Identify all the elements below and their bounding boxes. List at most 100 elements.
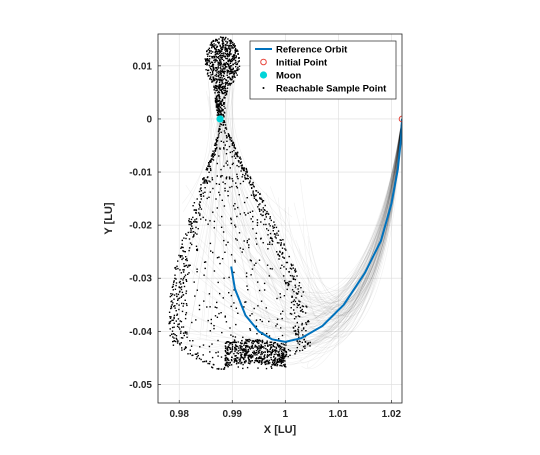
sample-point <box>215 58 217 60</box>
sample-point <box>234 70 237 72</box>
sample-point <box>272 225 274 227</box>
sample-point <box>270 347 272 349</box>
sample-point <box>228 145 231 148</box>
sample-point <box>213 45 215 47</box>
sample-point <box>295 316 297 318</box>
sample-point <box>264 218 266 221</box>
sample-point <box>210 155 213 157</box>
sample-point <box>227 349 229 352</box>
sample-point <box>215 81 218 83</box>
sample-point <box>266 210 268 213</box>
sample-point <box>216 69 219 71</box>
sample-point <box>200 187 202 189</box>
sample-point <box>225 244 227 246</box>
sample-point <box>226 70 229 73</box>
sample-point <box>213 78 215 80</box>
sample-point <box>281 350 283 352</box>
sample-point <box>248 359 250 361</box>
sample-point <box>183 269 185 271</box>
sample-point <box>282 354 284 357</box>
sample-point <box>282 353 284 355</box>
sample-point <box>257 348 259 351</box>
sample-point <box>250 347 253 349</box>
sample-point <box>220 70 222 72</box>
sample-point <box>255 358 257 360</box>
sample-point <box>280 352 283 355</box>
sample-point <box>233 289 235 291</box>
sample-point <box>226 348 229 350</box>
sample-point <box>220 56 222 58</box>
sample-point <box>237 50 239 52</box>
sample-point <box>221 36 223 39</box>
sample-point <box>295 270 297 272</box>
sample-point <box>205 181 207 183</box>
sample-point <box>231 359 233 362</box>
sample-point <box>231 342 233 344</box>
sample-point <box>277 345 279 347</box>
sample-point <box>267 344 269 346</box>
trajectory-line <box>220 79 249 264</box>
sample-point <box>230 60 233 63</box>
sample-point <box>206 197 208 200</box>
sample-point <box>178 308 180 311</box>
sample-point <box>297 315 300 317</box>
sample-point <box>225 93 228 96</box>
sample-point <box>189 231 192 233</box>
sample-point <box>239 360 241 363</box>
sample-point <box>265 216 267 218</box>
sample-point <box>262 211 264 213</box>
trajectory-line <box>255 118 402 353</box>
sample-point <box>224 63 226 66</box>
sample-point <box>196 289 198 291</box>
sample-point <box>227 53 229 55</box>
sample-point <box>217 136 220 138</box>
sample-point <box>270 352 272 354</box>
sample-point <box>216 50 218 53</box>
sample-point <box>204 179 207 181</box>
trajectory-line <box>260 118 402 313</box>
sample-point <box>247 289 249 291</box>
sample-point <box>215 147 218 150</box>
sample-point <box>168 322 170 325</box>
sample-point <box>274 341 277 344</box>
sample-point <box>248 238 250 240</box>
sample-point <box>180 330 182 333</box>
sample-point <box>218 191 220 194</box>
sample-point <box>231 347 233 349</box>
sample-point <box>217 111 219 114</box>
sample-point <box>290 280 292 283</box>
sample-point <box>214 50 217 53</box>
sample-point <box>204 187 206 189</box>
sample-point <box>217 74 220 76</box>
sample-point <box>208 47 211 49</box>
sample-point <box>214 144 217 147</box>
sample-point <box>231 356 233 358</box>
sample-point <box>208 164 210 166</box>
sample-point <box>243 212 246 214</box>
sample-point <box>223 72 225 75</box>
sample-point <box>274 364 276 367</box>
legend-initial-point-label: Initial Point <box>276 58 328 69</box>
sample-point <box>226 42 228 44</box>
sample-point <box>218 49 220 51</box>
sample-point <box>231 156 233 158</box>
sample-point <box>169 322 171 324</box>
sample-point <box>221 77 223 79</box>
sample-point <box>300 287 302 289</box>
sample-point <box>239 213 241 215</box>
sample-point <box>234 157 237 159</box>
sample-point <box>210 169 212 172</box>
sample-point <box>235 185 238 188</box>
sample-point <box>279 345 282 347</box>
sample-point <box>239 347 242 349</box>
sample-point <box>283 243 285 245</box>
sample-point <box>271 350 273 352</box>
sample-point <box>224 92 226 94</box>
sample-point <box>245 351 247 353</box>
sample-point <box>243 349 245 351</box>
sample-point <box>218 132 220 134</box>
sample-point <box>245 354 247 357</box>
sample-point <box>233 72 236 75</box>
sample-point <box>227 241 229 243</box>
sample-point <box>274 357 277 359</box>
